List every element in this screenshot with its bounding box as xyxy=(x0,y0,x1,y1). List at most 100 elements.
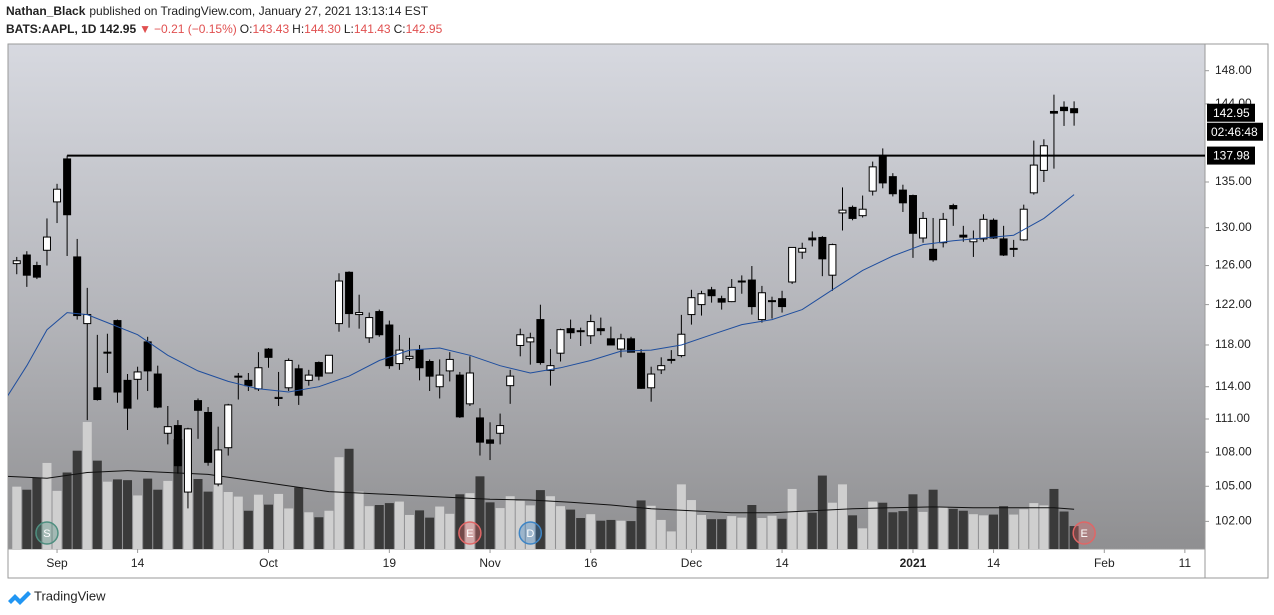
candle-body xyxy=(989,219,998,239)
candle-body xyxy=(274,396,283,399)
x-tick-label: 14 xyxy=(987,556,1001,570)
volume-bar xyxy=(415,510,425,549)
candle-body xyxy=(526,337,535,343)
x-tick-label: 14 xyxy=(131,556,145,570)
last-price-box xyxy=(1207,103,1255,122)
last-price-label: 142.95 xyxy=(1213,106,1250,120)
hline-label-box xyxy=(1207,146,1255,165)
volume-bar xyxy=(858,528,868,549)
event-label: E xyxy=(1080,528,1087,540)
candle-body xyxy=(53,188,62,203)
volume-bar xyxy=(42,462,52,549)
ohlc-value: 142.95 xyxy=(406,22,443,36)
volume-bar xyxy=(82,422,92,549)
countdown: 02:46:48 xyxy=(1211,125,1258,139)
volume-bar xyxy=(656,519,666,549)
volume-bar xyxy=(425,517,435,549)
y-tick-label: 105.00 xyxy=(1215,478,1252,492)
candle-body xyxy=(1019,208,1028,241)
change: −0.21 (−0.15%) xyxy=(154,22,237,36)
volume-bar xyxy=(344,448,354,549)
candle-body xyxy=(183,428,192,493)
ohlc-label: L: xyxy=(344,22,354,36)
y-tick-label: 130.00 xyxy=(1215,220,1252,234)
x-tick-label: Oct xyxy=(259,556,278,570)
volume-bar xyxy=(133,495,143,549)
plot-background xyxy=(8,44,1205,549)
candle-body xyxy=(1009,247,1018,250)
footer-logo xyxy=(8,591,31,605)
candle-body xyxy=(254,367,263,390)
volume-bar xyxy=(626,521,636,549)
volume-bar xyxy=(777,518,787,549)
x-tick-label: Feb xyxy=(1094,556,1115,570)
volume-bar xyxy=(868,501,878,549)
candle-body xyxy=(848,206,857,219)
candle-body xyxy=(657,365,666,371)
volume-bar xyxy=(747,505,757,549)
volume-bar xyxy=(646,505,656,549)
candle-body xyxy=(32,265,41,278)
candle-body xyxy=(747,279,756,308)
axes: 102.00 105.00 108.00 111.00 114.00 118.00 122.… xyxy=(46,63,1252,570)
candle-body xyxy=(868,166,877,192)
ohlc-value: 143.43 xyxy=(252,22,289,36)
volume-bar xyxy=(797,511,807,549)
candle-body xyxy=(767,300,776,303)
candle-body xyxy=(637,352,646,389)
x-tick-label: 19 xyxy=(383,556,397,570)
volume-bar xyxy=(827,502,837,549)
candle-body xyxy=(798,247,807,253)
candle-body xyxy=(1060,106,1069,112)
event-marker xyxy=(1072,521,1096,545)
candle-body xyxy=(808,237,817,241)
volume-bar xyxy=(958,510,968,549)
candle-body xyxy=(103,351,112,354)
volume-bar xyxy=(848,515,858,549)
event-label: E xyxy=(466,528,473,540)
volume-bar xyxy=(505,496,515,549)
candle-body xyxy=(606,338,615,346)
volume-bar xyxy=(294,487,304,549)
volume-bar xyxy=(616,520,626,549)
candle-body xyxy=(898,189,907,204)
volume-bar xyxy=(62,472,72,549)
volume-bar xyxy=(173,439,183,549)
volume-bar xyxy=(213,484,223,549)
volume-bar xyxy=(908,494,918,549)
volume-bar xyxy=(968,514,978,549)
candle-body xyxy=(63,158,72,216)
frame xyxy=(7,43,1269,579)
candle-body xyxy=(818,236,827,260)
candle-body xyxy=(999,238,1008,256)
candle-body xyxy=(224,404,233,449)
volume-bar xyxy=(284,508,294,549)
volume-pane xyxy=(8,422,1079,549)
volume-bar xyxy=(455,494,465,549)
candle-body xyxy=(546,365,555,371)
volume-bar xyxy=(697,514,707,549)
volume-bar xyxy=(1059,511,1069,549)
candle-body xyxy=(939,218,948,244)
volume-bar xyxy=(364,506,374,549)
candle-body xyxy=(687,297,696,316)
change-arrow: ▼ xyxy=(139,22,151,36)
x-tick-label: Nov xyxy=(479,556,500,570)
event-label: D xyxy=(526,528,534,540)
candle-body xyxy=(375,311,384,336)
candle-body xyxy=(919,217,928,239)
candle-body xyxy=(506,375,515,387)
symbol: BATS:AAPL, 1D xyxy=(6,22,97,36)
volume-bar xyxy=(153,489,163,549)
volume-bar xyxy=(52,490,62,549)
candle-body xyxy=(717,298,726,303)
candle-body xyxy=(596,328,605,332)
candle-body xyxy=(42,236,51,251)
event-label: S xyxy=(43,528,50,540)
volume-bar xyxy=(445,513,455,549)
volume-bar xyxy=(183,474,193,549)
candle-body xyxy=(707,289,716,297)
candle-body xyxy=(727,286,736,303)
candle-body xyxy=(788,246,797,283)
